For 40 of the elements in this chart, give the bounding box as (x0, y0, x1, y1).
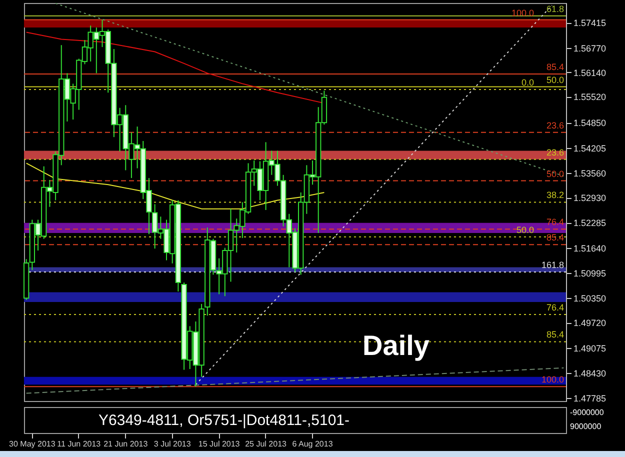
annotation: 50.0 (546, 168, 564, 179)
category-label: 30 May 2013 (9, 440, 56, 448)
y-tick-label: 1.57415 (574, 18, 606, 28)
annotation: 38.2 (546, 190, 564, 200)
annotation: Daily (362, 330, 430, 361)
y-tick-label: 1.54205 (574, 143, 606, 154)
y-tick-label: 1.55520 (574, 92, 606, 102)
text: 9000000 (570, 422, 602, 431)
category-label: 21 Jun 2013 (104, 440, 148, 448)
y-tick-label: 1.52285 (574, 218, 606, 228)
category-label: 15 Jul 2013 (198, 440, 240, 448)
annotation: 23.6 (546, 120, 564, 130)
annotation: 50.0 (546, 74, 564, 85)
y-tick-label: 1.51640 (574, 243, 606, 254)
y-tick-label: 1.47785 (574, 394, 606, 404)
y-tick-label: 1.50350 (574, 294, 606, 304)
y-tick-label: 1.49720 (574, 318, 606, 328)
annotation: 0.0 (521, 78, 534, 88)
annotation: 85.4 (546, 232, 564, 243)
y-tick-label: 1.50995 (574, 268, 606, 278)
y-tick-label: 1.53560 (574, 168, 606, 178)
category-label: 25 Jul 2013 (245, 440, 288, 448)
y-tick-label: 1.56770 (574, 43, 606, 54)
annotation: 85.4 (546, 62, 564, 72)
y-tick-label: 1.56140 (574, 68, 606, 78)
category-label: 11 Jun 2013 (57, 440, 102, 448)
y-tick-label: 1.48430 (574, 368, 606, 378)
annotation: 100.0 (541, 374, 564, 385)
y-tick-label: 1.52930 (574, 193, 606, 204)
text: Y6349-4811, Or5751-|Dot4811-,5101- (98, 412, 350, 429)
text: -9000000 (570, 408, 604, 417)
annotation: 161.8 (541, 260, 564, 270)
annotation: 76.4 (546, 302, 564, 312)
category-label: 6 Aug 2013 (292, 440, 334, 448)
annotation: 85.4 (546, 330, 564, 340)
y-tick-label: 1.49075 (574, 343, 606, 354)
category-label: 3 Jul 2013 (154, 440, 192, 448)
y-tick-label: 1.54850 (574, 118, 606, 128)
annotation: 100.0 (511, 8, 534, 18)
annotation: 61.8 (546, 4, 564, 14)
